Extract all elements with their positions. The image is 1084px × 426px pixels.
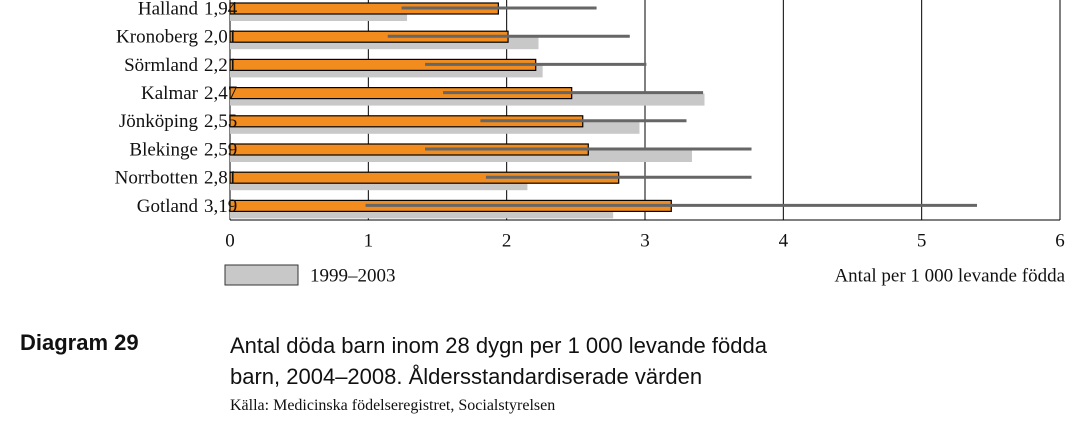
x-tick-label: 1 bbox=[364, 230, 374, 251]
value-label: 2,59 bbox=[204, 139, 237, 160]
legend-swatch bbox=[224, 264, 299, 286]
chart-title: Antal döda barn inom 28 dygn per 1 000 l… bbox=[230, 333, 767, 389]
category-label: Jönköping bbox=[119, 111, 199, 132]
caption: Diagram 29 bbox=[20, 330, 139, 355]
value-label: 2,47 bbox=[204, 83, 237, 104]
value-label: 3,19 bbox=[204, 196, 237, 217]
x-axis-label: Antal per 1 000 levande födda bbox=[834, 265, 1065, 286]
x-tick-label: 2 bbox=[502, 230, 512, 251]
category-label: Kalmar bbox=[141, 83, 199, 104]
x-tick-label: 4 bbox=[779, 230, 789, 251]
x-tick-label: 5 bbox=[917, 230, 927, 251]
value-label: 2,81 bbox=[204, 168, 237, 189]
category-label: Halland bbox=[138, 0, 199, 19]
category-label: Blekinge bbox=[129, 139, 198, 160]
category-label: Norrbotten bbox=[115, 168, 199, 189]
legend-label: 1999–2003 bbox=[310, 265, 396, 286]
source: Källa: Medicinska födelseregistret, Soci… bbox=[230, 397, 556, 414]
x-tick-label: 3 bbox=[640, 230, 650, 251]
value-label: 2,01 bbox=[204, 27, 237, 48]
category-label: Kronoberg bbox=[116, 27, 198, 48]
value-label: 2,55 bbox=[204, 111, 237, 132]
category-label: Gotland bbox=[137, 196, 199, 217]
value-label: 1,94 bbox=[204, 0, 238, 19]
category-label: Sörmland bbox=[124, 55, 198, 76]
x-tick-label: 6 bbox=[1055, 230, 1065, 251]
x-tick-label: 0 bbox=[225, 230, 235, 251]
value-label: 2,21 bbox=[204, 55, 237, 76]
chart: 0 1 2 3 4 5 6 Halland 1,94 Kronoberg 2,01 Sörmland 2… bbox=[115, 0, 1066, 286]
